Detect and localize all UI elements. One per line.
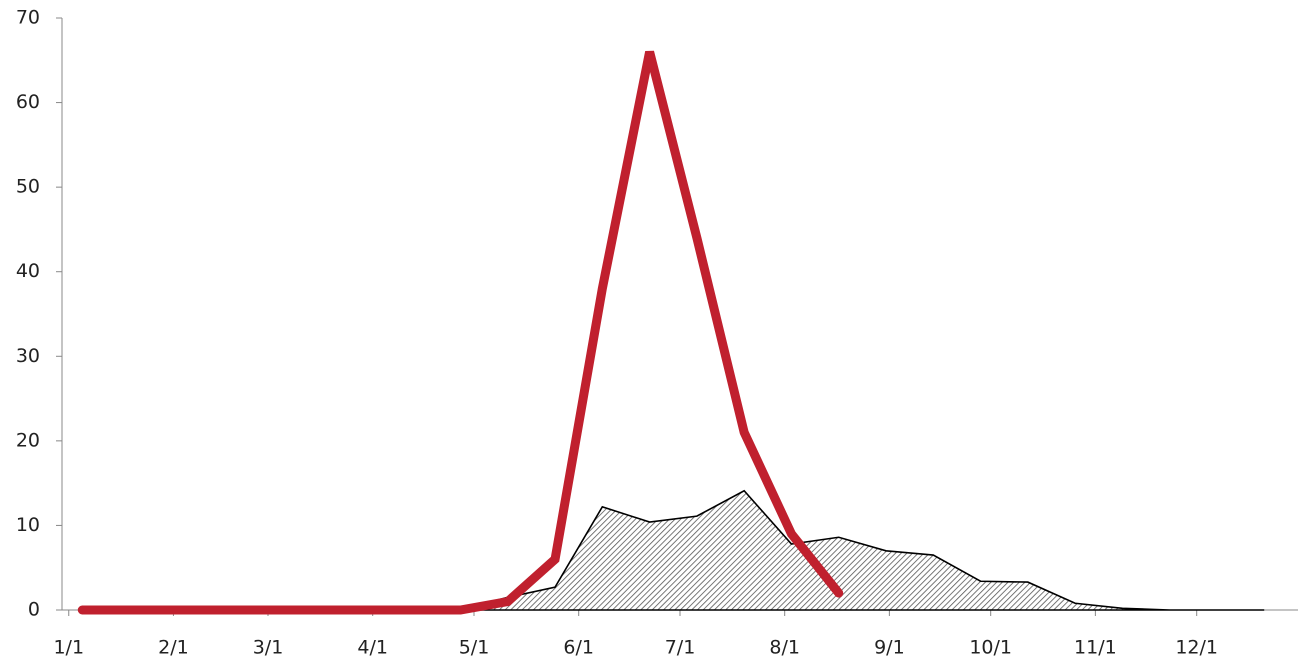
y-tick-label: 40 xyxy=(16,260,40,282)
y-tick-label: 10 xyxy=(16,514,40,536)
y-tick-label: 20 xyxy=(16,429,40,451)
x-tick-label: 4/1 xyxy=(357,637,388,659)
y-tick-label: 30 xyxy=(16,345,40,367)
x-tick-label: 2/1 xyxy=(158,637,189,659)
area xyxy=(460,489,1265,611)
x-tick-label: 8/1 xyxy=(769,637,800,659)
y-tick-label: 0 xyxy=(28,599,40,621)
x-tick-label: 10/1 xyxy=(969,637,1012,659)
line xyxy=(77,50,844,615)
x-tick-label: 3/1 xyxy=(253,637,284,659)
y-tick-label: 70 xyxy=(16,7,40,29)
x-tick-label: 6/1 xyxy=(563,637,594,659)
x-tick-label: 12/1 xyxy=(1175,637,1218,659)
x-tick-label: 7/1 xyxy=(665,637,696,659)
x-tick-label: 9/1 xyxy=(874,637,905,659)
y-tick-label: 60 xyxy=(16,91,40,113)
x-tick-label: 5/1 xyxy=(459,637,490,659)
y-tick-label: 50 xyxy=(16,176,40,198)
x-tick-label: 1/1 xyxy=(53,637,84,659)
x-tick-label: 11/1 xyxy=(1074,637,1117,659)
